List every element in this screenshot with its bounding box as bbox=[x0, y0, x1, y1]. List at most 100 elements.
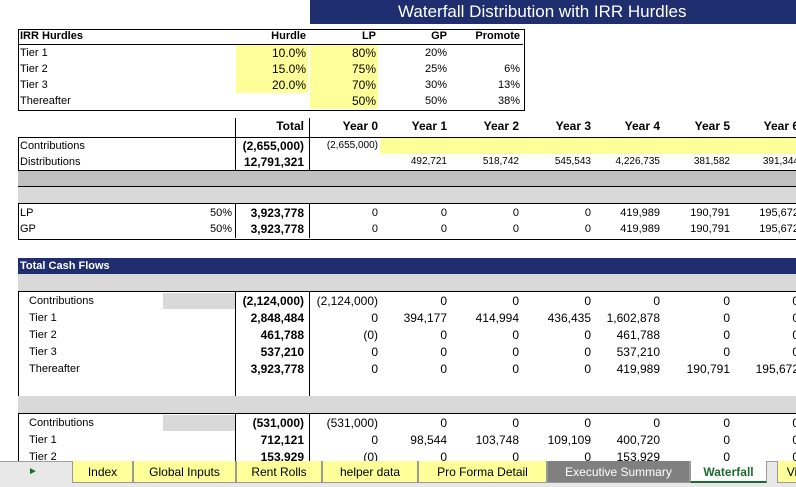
sheet-tab-vi[interactable]: Vi bbox=[777, 461, 796, 483]
hurdle-value: 20.0% bbox=[271, 78, 306, 92]
investor-cell: 0 bbox=[723, 328, 730, 342]
sponsor-cell: 0 bbox=[440, 416, 447, 430]
tab-scroll-right-icon[interactable]: ► bbox=[28, 466, 38, 477]
sponsor-cell: 0 bbox=[371, 433, 378, 447]
sponsor-cell: 153,929 bbox=[260, 450, 304, 464]
thereafter-row-label: GP bbox=[20, 223, 36, 235]
investor-cell: 0 bbox=[723, 311, 730, 325]
hurdles-header-gp: GP bbox=[431, 30, 447, 42]
total-cf-table bbox=[18, 274, 796, 464]
cashflow-cell: 381,582 bbox=[693, 156, 730, 167]
sheet-tab-index[interactable]: Index bbox=[72, 461, 133, 483]
sponsor-cell: 98,544 bbox=[410, 433, 447, 447]
sheet-tab-rent-rolls[interactable]: Rent Rolls bbox=[236, 461, 322, 483]
investor-cell: 0 bbox=[512, 294, 519, 308]
sponsor-cell: 153,929 bbox=[616, 450, 660, 464]
sponsor-irr-bg bbox=[163, 415, 235, 431]
hurdle-cell-bg bbox=[236, 77, 308, 93]
hurdle-value: 15.0% bbox=[271, 62, 306, 76]
investor-cell: 419,989 bbox=[616, 362, 660, 376]
investor-irr-bg bbox=[163, 293, 235, 309]
sponsor-cell: 0 bbox=[512, 416, 519, 430]
cashflow-cell: 492,721 bbox=[410, 156, 447, 167]
sponsor-cell: (0) bbox=[363, 450, 378, 464]
investor-cell: 0 bbox=[371, 311, 378, 325]
sponsor-row-label: Contributions bbox=[29, 417, 94, 429]
sponsor-cell: (531,000) bbox=[252, 416, 304, 430]
total-cf-title: Total Cash Flows bbox=[20, 260, 110, 272]
investor-row-label: Tier 3 bbox=[29, 346, 57, 358]
hurdle-cell-bg bbox=[236, 61, 308, 77]
hurdle-row-label: Tier 2 bbox=[20, 63, 48, 75]
total-cf-section-header: Total Cash Flows bbox=[18, 258, 796, 274]
investor-cell: 1,602,878 bbox=[606, 311, 660, 325]
investor-cell: 0 bbox=[440, 345, 447, 359]
cashflow-row-label: Distributions bbox=[20, 156, 81, 168]
sponsor-cell: 0 bbox=[792, 416, 796, 430]
sponsor-row-label: Tier 1 bbox=[29, 434, 57, 446]
promote-value: 13% bbox=[497, 79, 520, 91]
lp-cell-bg bbox=[310, 93, 378, 109]
thereafter-header-bg bbox=[18, 187, 796, 203]
sheet-tab-executive-summary[interactable]: Executive Summary bbox=[547, 461, 690, 483]
thereafter-cell: 0 bbox=[512, 223, 519, 235]
gp-share: 50% bbox=[424, 95, 447, 107]
investor-cell: 2,848,484 bbox=[250, 311, 304, 325]
investor-cell: 0 bbox=[792, 311, 796, 325]
lp-share: 75% bbox=[351, 62, 376, 76]
thereafter-cell: 0 bbox=[371, 223, 378, 235]
sheet-tab-global-inputs[interactable]: Global Inputs bbox=[133, 461, 236, 483]
investor-cell: 0 bbox=[440, 294, 447, 308]
sheet-title-bar: Waterfall Distribution with IRR Hurdles bbox=[310, 0, 796, 24]
promote-value bbox=[450, 45, 520, 61]
hurdle-value: 10.0% bbox=[271, 46, 306, 60]
investor-row-label: Tier 2 bbox=[29, 329, 57, 341]
sponsor-cell: 400,720 bbox=[616, 433, 660, 447]
investor-cell: 0 bbox=[723, 294, 730, 308]
hurdles-table bbox=[18, 29, 525, 111]
investor-row-label: Contributions bbox=[29, 295, 94, 307]
sponsor-cell: 109,109 bbox=[547, 433, 591, 447]
thereafter-cell: 0 bbox=[440, 207, 447, 219]
sponsor-cell: (531,000) bbox=[326, 416, 378, 430]
thereafter-cell: 3,923,778 bbox=[250, 206, 304, 220]
cashflow-cell: (2,655,000) bbox=[242, 139, 304, 153]
thereafter-cell: 0 bbox=[440, 223, 447, 235]
thereafter-cell: 0 bbox=[371, 207, 378, 219]
investor-cell: 0 bbox=[792, 345, 796, 359]
thereafter-cell: 0 bbox=[512, 207, 519, 219]
column-header-4: Year 3 bbox=[555, 119, 591, 133]
investor-cell: 394,177 bbox=[403, 311, 447, 325]
lp-cell-bg bbox=[310, 61, 378, 77]
column-header-2: Year 1 bbox=[411, 119, 447, 133]
cashflow-cell: 4,226,735 bbox=[615, 156, 661, 167]
investor-cell: 0 bbox=[584, 328, 591, 342]
sheet-tab-waterfall[interactable]: Waterfall bbox=[690, 461, 767, 483]
hurdle-value bbox=[236, 93, 306, 109]
investor-cell: 436,435 bbox=[547, 311, 591, 325]
lp-share: 80% bbox=[351, 46, 376, 60]
cashflow-cell: 518,742 bbox=[482, 156, 519, 167]
contribution-input-bg bbox=[664, 138, 735, 154]
gp-share: 30% bbox=[424, 79, 447, 91]
hurdle-row-label: Tier 3 bbox=[20, 79, 48, 91]
column-header-7: Year 6 bbox=[763, 119, 796, 133]
investor-cell: 0 bbox=[512, 328, 519, 342]
investor-cell: 0 bbox=[584, 362, 591, 376]
investor-cell: 195,672 bbox=[755, 362, 796, 376]
sponsor-cell: 0 bbox=[792, 450, 796, 464]
investor-cell: 0 bbox=[512, 362, 519, 376]
investor-header-bg bbox=[18, 274, 796, 291]
investor-cell: 0 bbox=[584, 294, 591, 308]
cashflow-cell: 545,543 bbox=[554, 156, 591, 167]
hurdles-header-hurdle: Hurdle bbox=[271, 30, 306, 42]
sheet-tab-pro-forma-detail[interactable]: Pro Forma Detail bbox=[418, 461, 547, 483]
thereafter-cell: 0 bbox=[584, 207, 591, 219]
sheet-tab-helper-data[interactable]: helper data bbox=[322, 461, 418, 483]
sponsor-cell: 0 bbox=[723, 433, 730, 447]
cashflow-cell: 12,791,321 bbox=[243, 155, 304, 169]
sponsor-row-label: Tier 2 bbox=[29, 451, 57, 463]
hurdle-cell-bg bbox=[236, 45, 308, 61]
gp-share: 20% bbox=[424, 47, 447, 59]
investor-cell: 537,210 bbox=[260, 345, 304, 359]
